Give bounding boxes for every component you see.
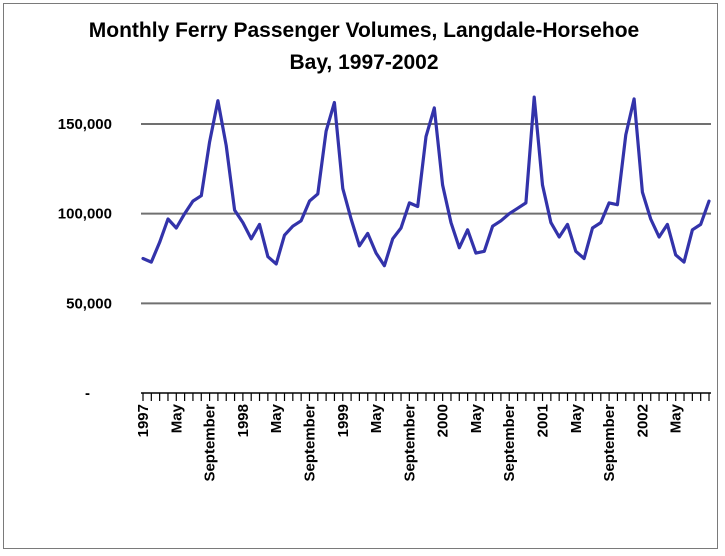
x-tick-label-13: May [568,403,585,433]
x-tick-label-9: 2000 [435,404,452,437]
x-tick-label-1: May [168,403,185,433]
chart-title-line-1: Monthly Ferry Passenger Volumes, Langdal… [89,19,639,42]
x-tick-label-3: 1998 [235,404,252,437]
x-tick-label-14: September [601,404,618,482]
x-tick-label-10: May [468,403,485,433]
x-tick-label-11: September [501,404,518,482]
x-tick-label-8: September [401,404,418,482]
x-tick-label-12: 2001 [535,404,552,437]
chart-title-line-2: Bay, 1997-2002 [289,51,438,74]
x-tick-label-16: May [668,403,685,433]
x-axis: 1997 May September 1998 May September 1999 May S… [135,392,711,482]
y-tick-label-2: 50,000 [66,295,112,312]
x-tick-label-0: 1997 [135,404,152,437]
y-tick-label-0: 150,000 [58,116,112,133]
x-tick-label-7: May [368,403,385,433]
x-tick-label-4: May [268,403,285,433]
x-tick-label-5: September [301,404,318,482]
y-axis-ticks: 150,000 100,000 50,000 - [58,116,112,402]
x-tick-label-6: 1999 [335,404,352,437]
y-tick-label-3: - [85,385,90,402]
chart-frame [3,3,718,549]
x-tick-label-15: 2002 [634,404,651,437]
series-group [141,95,711,268]
series-line [141,95,711,268]
x-tick-label-2: September [202,404,219,482]
y-tick-label-1: 100,000 [58,206,112,223]
